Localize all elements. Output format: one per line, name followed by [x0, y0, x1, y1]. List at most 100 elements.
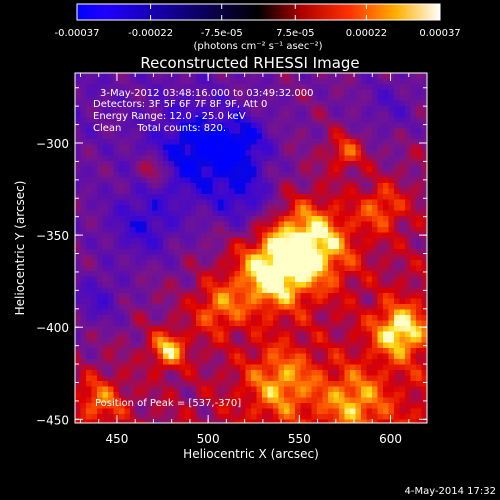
heatmap-cell — [218, 298, 224, 305]
heatmap-cell — [157, 243, 164, 250]
heatmap-cell — [317, 84, 323, 90]
heatmap-cell — [168, 172, 175, 178]
heatmap-cell — [245, 238, 252, 244]
heatmap-cell — [218, 364, 224, 371]
heatmap-cell — [218, 238, 224, 244]
heatmap-cell — [366, 144, 373, 151]
heatmap-cell — [152, 155, 158, 162]
heatmap-cell — [152, 210, 158, 217]
heatmap-cell — [157, 260, 164, 266]
heatmap-cell — [399, 403, 406, 409]
heatmap-cell — [218, 271, 224, 277]
heatmap-cell — [240, 414, 246, 420]
heatmap-cell — [405, 381, 411, 387]
heatmap-cell — [328, 370, 334, 376]
heatmap-cell — [333, 342, 340, 349]
heatmap-cell — [190, 260, 197, 266]
heatmap-cell — [262, 166, 268, 173]
heatmap-cell — [234, 364, 241, 371]
heatmap-cell — [124, 100, 131, 107]
heatmap-cell — [163, 221, 169, 228]
heatmap-cell — [399, 111, 406, 118]
heatmap-cell — [179, 403, 186, 409]
heatmap-cell — [190, 155, 197, 162]
heatmap-cell — [179, 128, 186, 134]
heatmap-cell — [80, 326, 87, 332]
heatmap-cell — [383, 249, 389, 255]
heatmap-cell — [256, 78, 263, 85]
heatmap-cell — [262, 348, 268, 354]
heatmap-cell — [284, 232, 290, 239]
heatmap-cell — [377, 117, 384, 123]
heatmap-cell — [295, 238, 301, 244]
heatmap-cell — [416, 249, 422, 255]
heatmap-cell — [245, 133, 252, 140]
heatmap-cell — [289, 282, 296, 288]
heatmap-cell — [108, 265, 114, 272]
heatmap-cell — [229, 177, 235, 184]
heatmap-cell — [240, 73, 246, 79]
heatmap-cell — [190, 100, 197, 107]
heatmap-cell — [361, 221, 367, 228]
heatmap-cell — [146, 370, 153, 376]
heatmap-cell — [405, 177, 411, 184]
heatmap-cell — [256, 155, 263, 162]
heatmap-cell — [289, 271, 296, 277]
x-tick-label: 600 — [379, 432, 402, 446]
heatmap-cell — [212, 183, 219, 189]
heatmap-cell — [251, 392, 257, 398]
heatmap-cell — [245, 100, 252, 107]
heatmap-cell — [130, 408, 136, 415]
heatmap-cell — [278, 210, 285, 217]
heatmap-cell — [355, 265, 362, 272]
heatmap-cell — [251, 205, 257, 211]
heatmap-cell — [157, 150, 164, 156]
heatmap-cell — [366, 221, 373, 228]
heatmap-cell — [306, 232, 312, 239]
heatmap-cell — [97, 271, 103, 277]
heatmap-cell — [399, 386, 406, 393]
heatmap-cell — [366, 78, 373, 85]
heatmap-cell — [317, 260, 323, 266]
heatmap-cell — [366, 353, 373, 360]
heatmap-cell — [229, 128, 235, 134]
heatmap-cell — [75, 403, 81, 409]
heatmap-cell — [218, 150, 224, 156]
heatmap-cell — [399, 271, 406, 277]
heatmap-cell — [201, 205, 208, 211]
heatmap-cell — [163, 166, 169, 173]
heatmap-cell — [86, 414, 92, 420]
heatmap-cell — [75, 106, 81, 112]
heatmap-cell — [350, 320, 356, 327]
heatmap-cell — [399, 331, 406, 338]
heatmap-cell — [289, 221, 296, 228]
heatmap-cell — [289, 133, 296, 140]
heatmap-cell — [383, 216, 389, 222]
heatmap-cell — [361, 381, 367, 387]
heatmap-cell — [152, 249, 158, 255]
heatmap-cell — [119, 183, 125, 189]
heatmap-cell — [317, 331, 323, 338]
heatmap-cell — [355, 397, 362, 404]
heatmap-cell — [377, 337, 384, 343]
heatmap-cell — [141, 348, 147, 354]
heatmap-cell — [146, 265, 153, 272]
heatmap-cell — [201, 397, 208, 404]
heatmap-cell — [377, 414, 384, 420]
heatmap-cell — [289, 172, 296, 178]
heatmap-cell — [278, 282, 285, 288]
heatmap-cell — [86, 392, 92, 398]
heatmap-cell — [196, 210, 202, 217]
heatmap-cell — [240, 271, 246, 277]
heatmap-cell — [102, 386, 109, 393]
heatmap-cell — [306, 370, 312, 376]
heatmap-cell — [311, 414, 318, 420]
heatmap-cell — [328, 326, 334, 332]
heatmap-cell — [284, 375, 290, 382]
heatmap-cell — [284, 287, 290, 294]
heatmap-cell — [251, 342, 257, 349]
heatmap-cell — [333, 254, 340, 261]
heatmap-cell — [251, 84, 257, 90]
heatmap-cell — [146, 172, 153, 178]
heatmap-cell — [146, 95, 153, 101]
